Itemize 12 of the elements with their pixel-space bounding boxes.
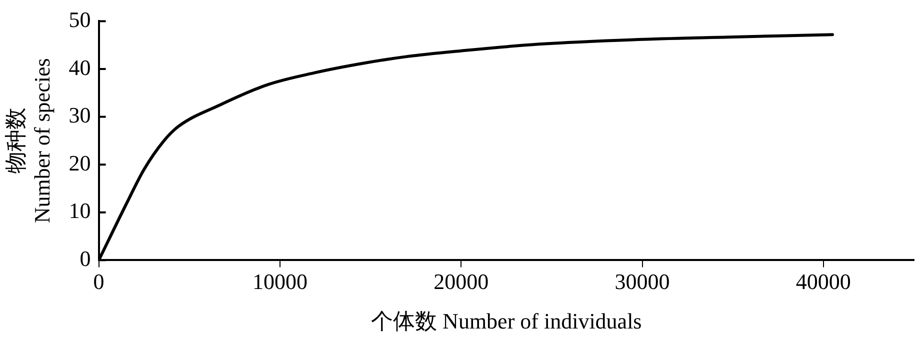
y-tick-label: 20 xyxy=(68,150,91,176)
y-tick-label: 0 xyxy=(80,246,91,271)
x-tick-label: 30000 xyxy=(614,269,670,294)
x-axis-title: 个体数 Number of individuals xyxy=(371,308,642,334)
x-tick-label: 10000 xyxy=(252,269,308,294)
y-tick-label: 10 xyxy=(68,198,91,224)
y-tick-label: 30 xyxy=(68,102,91,128)
y-axis-title: 物种数 Number of species xyxy=(2,58,54,224)
y-tick-label: 40 xyxy=(68,54,91,80)
x-tick-label: 20000 xyxy=(434,269,489,294)
y-tick-label: 50 xyxy=(68,6,91,32)
x-tick-label: 40000 xyxy=(796,269,851,294)
